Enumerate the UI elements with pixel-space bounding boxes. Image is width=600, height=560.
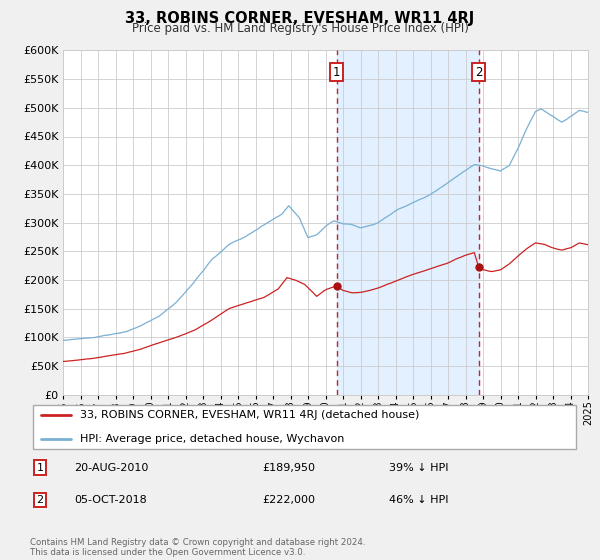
Text: 33, ROBINS CORNER, EVESHAM, WR11 4RJ (detached house): 33, ROBINS CORNER, EVESHAM, WR11 4RJ (de… — [80, 410, 419, 420]
Text: Contains HM Land Registry data © Crown copyright and database right 2024.
This d: Contains HM Land Registry data © Crown c… — [30, 538, 365, 557]
Text: 39% ↓ HPI: 39% ↓ HPI — [389, 463, 448, 473]
Text: 1: 1 — [37, 463, 43, 473]
Text: £222,000: £222,000 — [262, 495, 315, 505]
FancyBboxPatch shape — [33, 405, 577, 449]
Text: 1: 1 — [333, 66, 340, 79]
Text: £189,950: £189,950 — [262, 463, 315, 473]
Text: 20-AUG-2010: 20-AUG-2010 — [74, 463, 149, 473]
Text: HPI: Average price, detached house, Wychavon: HPI: Average price, detached house, Wych… — [80, 434, 344, 444]
Text: Price paid vs. HM Land Registry's House Price Index (HPI): Price paid vs. HM Land Registry's House … — [131, 22, 469, 35]
Text: 46% ↓ HPI: 46% ↓ HPI — [389, 495, 448, 505]
Text: 2: 2 — [475, 66, 482, 79]
Text: 05-OCT-2018: 05-OCT-2018 — [74, 495, 147, 505]
Text: 33, ROBINS CORNER, EVESHAM, WR11 4RJ: 33, ROBINS CORNER, EVESHAM, WR11 4RJ — [125, 11, 475, 26]
Bar — [337, 50, 479, 395]
Text: 2: 2 — [37, 495, 43, 505]
